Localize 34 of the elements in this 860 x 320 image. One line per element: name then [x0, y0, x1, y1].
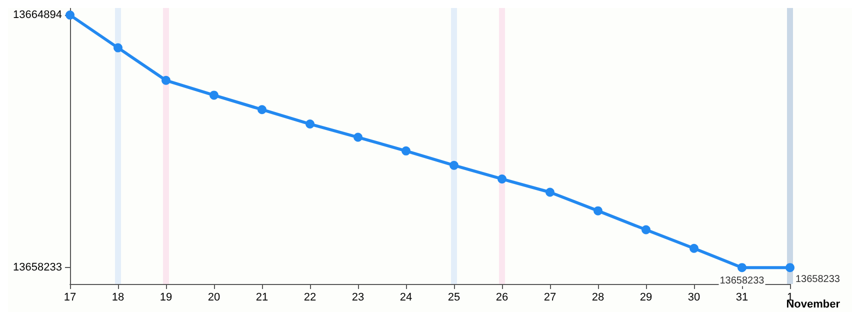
x-tick-label: 21 — [256, 292, 268, 304]
x-tick-label: 29 — [640, 292, 652, 304]
point — [786, 263, 794, 272]
x-tick-label: 31 — [736, 292, 748, 304]
point — [738, 263, 746, 272]
x-tick-label: 27 — [544, 292, 556, 304]
x-tick-label: 20 — [208, 292, 220, 304]
x-tick-label: 22 — [304, 292, 316, 304]
point — [210, 90, 218, 100]
point — [546, 188, 554, 197]
point — [642, 225, 650, 234]
x-tick-label: 24 — [400, 292, 412, 304]
point — [66, 10, 74, 20]
data-label: 13658233 — [720, 276, 765, 287]
y-tick-label: 13664894 — [13, 9, 62, 22]
data-label: 13658233 — [796, 274, 840, 286]
x-tick-label: 17 — [64, 292, 76, 304]
x-tick-label: 18 — [112, 292, 124, 304]
point — [498, 174, 506, 184]
x-tick-label: 23 — [352, 292, 364, 304]
x-tick-label: 30 — [688, 292, 700, 304]
x-tick-label: 28 — [592, 292, 604, 304]
x-tick-label: 19 — [160, 292, 172, 304]
point — [114, 43, 122, 52]
point — [258, 105, 266, 114]
point — [402, 146, 410, 156]
point — [690, 244, 698, 253]
point — [354, 132, 362, 142]
x-tick-label: 26 — [496, 292, 508, 304]
x-tick-label: 25 — [448, 292, 460, 304]
point — [594, 206, 602, 216]
point — [306, 120, 314, 129]
point — [162, 76, 170, 85]
point — [450, 160, 458, 170]
